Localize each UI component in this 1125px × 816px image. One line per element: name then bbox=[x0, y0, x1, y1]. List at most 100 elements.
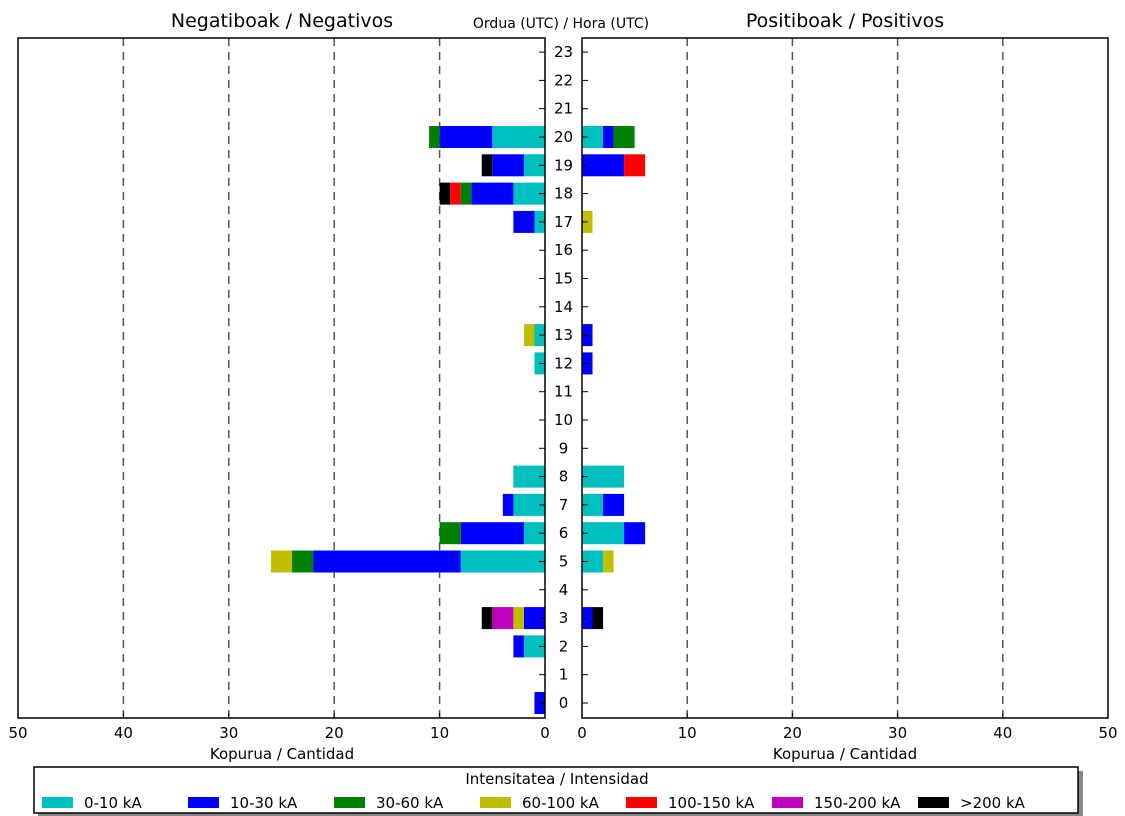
bar-positive bbox=[582, 522, 625, 545]
x-tick-label-left: 50 bbox=[8, 724, 27, 742]
legend-swatch bbox=[334, 797, 365, 808]
bar-negative bbox=[450, 182, 461, 205]
bar-negative bbox=[492, 154, 524, 177]
legend-swatch bbox=[42, 797, 73, 808]
bar-positive bbox=[624, 154, 646, 177]
hour-label: 2 bbox=[559, 637, 569, 655]
bar-negative bbox=[513, 465, 545, 488]
bar-negative bbox=[460, 182, 472, 205]
bar-positive bbox=[624, 522, 646, 545]
hour-label: 15 bbox=[554, 270, 573, 288]
right-panel-frame bbox=[581, 37, 1109, 719]
bar-positive bbox=[582, 550, 604, 573]
x-tick-label-right: 10 bbox=[678, 724, 697, 742]
bar-negative bbox=[523, 324, 535, 347]
bar-positive bbox=[582, 154, 625, 177]
legend-label: >200 kA bbox=[960, 794, 1026, 812]
bar-negative bbox=[513, 210, 535, 233]
hour-label: 5 bbox=[559, 553, 569, 571]
x-tick-label-left: 20 bbox=[325, 724, 344, 742]
legend-label: 30-60 kA bbox=[376, 794, 444, 812]
hour-axis-title: Ordua (UTC) / Hora (UTC) bbox=[473, 16, 649, 32]
bar-positive bbox=[613, 126, 635, 148]
legend-swatch bbox=[188, 797, 219, 808]
left-x-axis-label: Kopurua / Cantidad bbox=[210, 745, 354, 763]
hour-label: 16 bbox=[554, 241, 573, 259]
legend-label: 100-150 kA bbox=[668, 794, 755, 812]
bar-negative bbox=[481, 154, 493, 177]
hour-label: 6 bbox=[559, 524, 569, 542]
bar-negative bbox=[471, 182, 514, 205]
hour-label: 8 bbox=[559, 468, 569, 486]
hour-label: 0 bbox=[559, 694, 569, 712]
legend-swatch bbox=[480, 797, 511, 808]
hour-label: 18 bbox=[554, 185, 573, 203]
axes bbox=[17, 37, 1109, 719]
hour-label: 19 bbox=[554, 156, 573, 174]
hour-label: 21 bbox=[554, 100, 573, 118]
bar-positive bbox=[582, 126, 604, 148]
labels: 0123456789101112131415161718192021222350… bbox=[8, 10, 1117, 763]
bar-negative bbox=[523, 607, 545, 630]
bar-positive bbox=[603, 493, 625, 516]
bar-negative bbox=[439, 182, 451, 205]
legend-label: 60-100 kA bbox=[522, 794, 600, 812]
bar-negative bbox=[313, 550, 461, 573]
legend-label: 150-200 kA bbox=[814, 794, 901, 812]
legend-label: 10-30 kA bbox=[230, 794, 298, 812]
bar-negative bbox=[429, 126, 440, 148]
x-tick-label-left: 10 bbox=[430, 724, 449, 742]
bar-positive bbox=[592, 607, 604, 630]
hour-label: 17 bbox=[554, 213, 573, 231]
x-tick-label-right: 20 bbox=[783, 724, 802, 742]
hour-label: 4 bbox=[559, 581, 569, 599]
bar-negative bbox=[523, 154, 545, 177]
legend-swatch bbox=[626, 797, 657, 808]
legend-title: Intensitatea / Intensidad bbox=[465, 770, 648, 788]
bar-negative bbox=[481, 607, 493, 630]
hour-label: 9 bbox=[559, 439, 569, 457]
x-tick-label-right: 0 bbox=[577, 724, 587, 742]
bar-negative bbox=[492, 126, 545, 148]
bar-negative bbox=[523, 635, 545, 658]
bar-negative bbox=[513, 607, 524, 630]
left-panel-frame bbox=[17, 37, 546, 719]
left-panel-title: Negatiboak / Negativos bbox=[171, 10, 393, 32]
bar-positive bbox=[582, 493, 604, 516]
legend-swatch bbox=[772, 797, 803, 808]
bars bbox=[270, 126, 646, 714]
bar-negative bbox=[523, 522, 545, 545]
hour-label: 23 bbox=[554, 43, 573, 61]
legend-swatch bbox=[918, 797, 949, 808]
right-x-axis-label: Kopurua / Cantidad bbox=[773, 745, 917, 763]
bar-negative bbox=[513, 635, 524, 658]
right-panel-title: Positiboak / Positivos bbox=[746, 10, 944, 32]
legend-label: 0-10 kA bbox=[84, 794, 142, 812]
x-tick-label-left: 40 bbox=[114, 724, 133, 742]
bar-positive bbox=[603, 550, 614, 573]
hour-label: 13 bbox=[554, 326, 573, 344]
x-tick-label-right: 50 bbox=[1098, 724, 1117, 742]
bar-negative bbox=[292, 550, 314, 573]
bar-negative bbox=[439, 126, 493, 148]
hour-label: 3 bbox=[559, 609, 569, 627]
x-tick-label-right: 40 bbox=[993, 724, 1012, 742]
hour-label: 10 bbox=[554, 411, 573, 429]
bar-negative bbox=[270, 550, 293, 573]
x-tick-label-right: 30 bbox=[888, 724, 907, 742]
bar-negative bbox=[439, 522, 461, 545]
bar-negative bbox=[502, 493, 514, 516]
hour-label: 12 bbox=[554, 354, 573, 372]
bar-negative bbox=[513, 182, 545, 205]
grid-lines bbox=[122, 38, 1004, 718]
x-tick-label-left: 30 bbox=[219, 724, 238, 742]
legend: Intensitatea / Intensidad 0-10 kA 10-30 kA… bbox=[33, 766, 1083, 816]
bar-negative bbox=[460, 522, 524, 545]
bar-positive bbox=[582, 465, 625, 488]
bar-negative bbox=[513, 493, 545, 516]
hour-label: 22 bbox=[554, 71, 573, 89]
hour-label: 1 bbox=[559, 666, 569, 684]
bar-negative bbox=[460, 550, 545, 573]
hour-label: 7 bbox=[559, 496, 569, 514]
